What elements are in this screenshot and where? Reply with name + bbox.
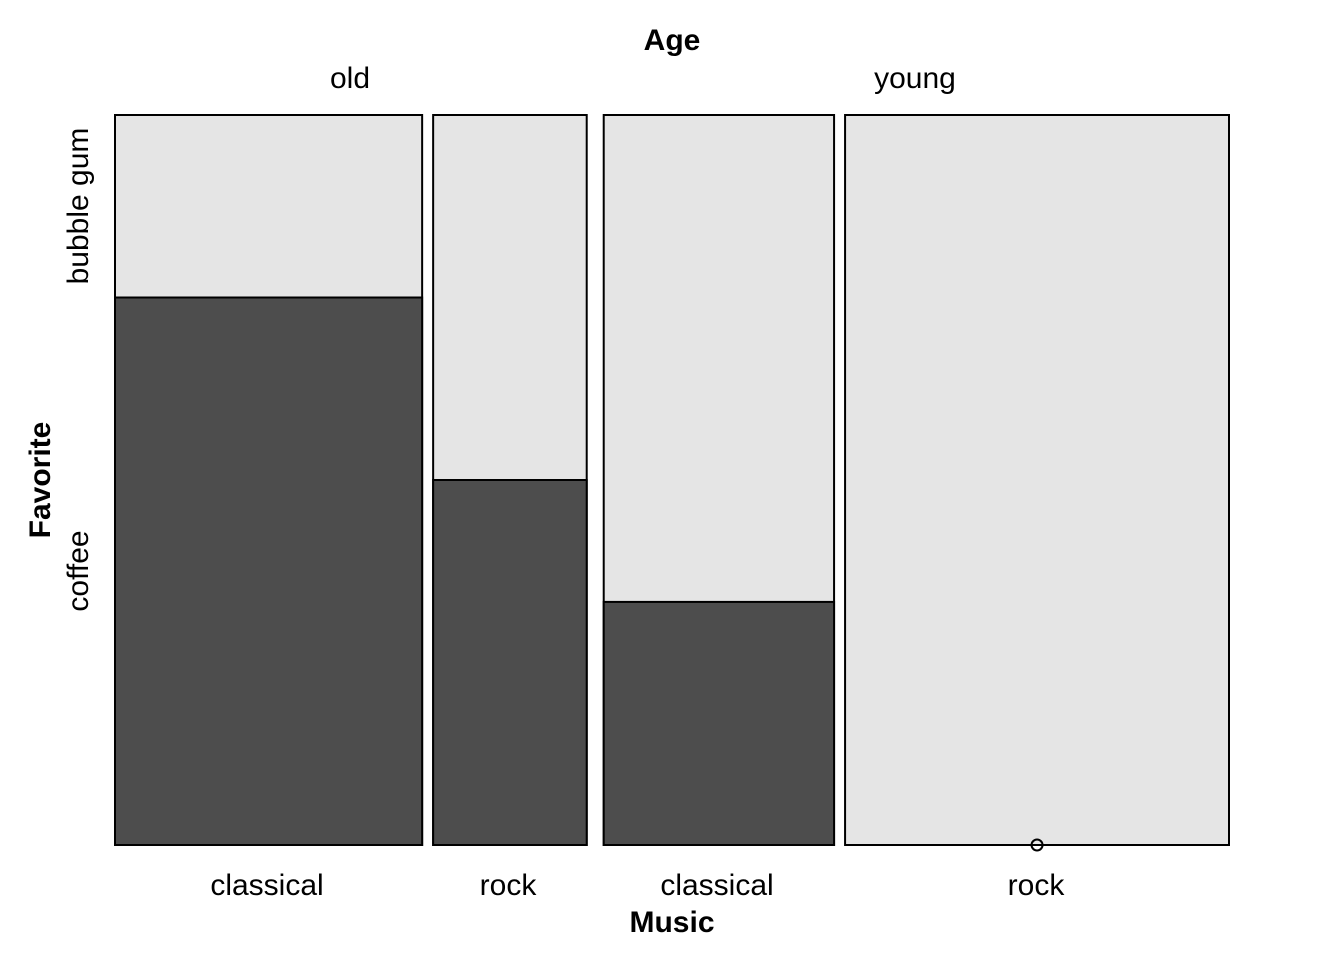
music-label-young-rock: rock: [1008, 869, 1066, 902]
age-label-old: old: [330, 62, 370, 95]
x-variable-title: Music: [629, 906, 714, 939]
mosaic-cells: [114, 114, 1230, 852]
favorite-label-coffee: coffee: [62, 530, 95, 611]
y-variable-title: Favorite: [24, 422, 57, 539]
music-label-old-classical: classical: [210, 869, 323, 902]
tile-young-classical-coffee: [602, 600, 836, 846]
tile-old-classical-coffee: [114, 296, 424, 846]
music-label-young-classical: classical: [660, 869, 773, 902]
zero-cell-marker-young-rock-coffee: [1030, 838, 1044, 852]
favorite-label-bubble-gum: bubble gum: [62, 128, 95, 285]
age-label-young: young: [874, 62, 956, 95]
tile-old-rock-coffee: [432, 479, 588, 846]
tile-young-rock-bubble-gum: [844, 114, 1230, 846]
music-label-old-rock: rock: [480, 869, 538, 902]
top-variable-title: Age: [644, 24, 701, 57]
